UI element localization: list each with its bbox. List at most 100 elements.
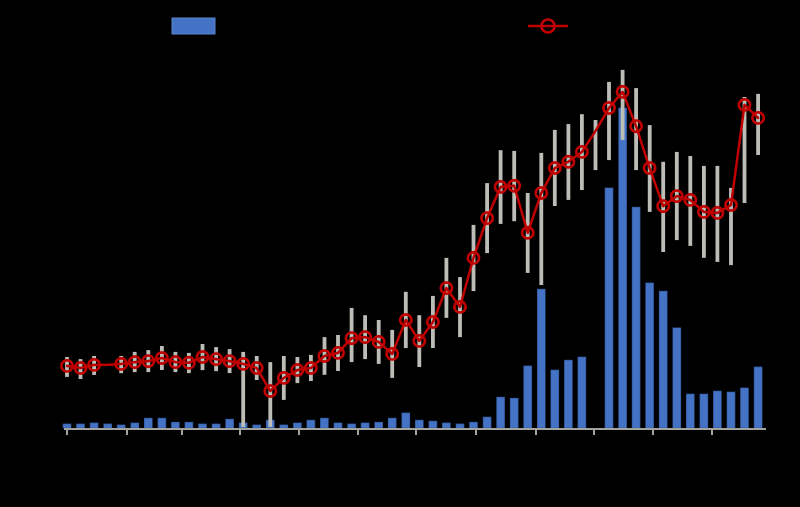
line-marker (236, 356, 251, 371)
bar (455, 423, 465, 429)
line-marker (358, 330, 372, 344)
error-bar (742, 97, 747, 203)
line-marker (629, 119, 643, 134)
line-marker (439, 281, 454, 295)
bar (726, 391, 736, 429)
line-marker (398, 313, 413, 327)
line-marker (290, 363, 305, 377)
bar (699, 393, 709, 429)
bar (347, 423, 356, 429)
line-marker (344, 331, 359, 345)
line-marker (453, 299, 467, 314)
line-marker (87, 357, 101, 372)
bar (293, 422, 302, 429)
bar (198, 423, 207, 429)
line-marker (303, 361, 318, 375)
bar (523, 365, 533, 429)
error-bar (620, 69, 625, 140)
bar (753, 366, 763, 429)
bar (211, 423, 221, 429)
line-marker (669, 189, 684, 203)
bar (658, 290, 668, 429)
line-marker (602, 101, 616, 115)
bar (536, 288, 546, 429)
line-marker (114, 356, 129, 371)
error-bar (539, 152, 544, 285)
bar (374, 421, 384, 429)
bar (564, 359, 573, 429)
bar (618, 107, 627, 429)
line-marker (507, 178, 522, 193)
line-marker (276, 370, 291, 385)
line-marker (737, 98, 752, 112)
line-marker (195, 350, 210, 364)
bar (144, 417, 153, 429)
bar (184, 421, 194, 429)
line-marker (141, 354, 156, 368)
bar (171, 421, 180, 429)
legend-bar-swatch (171, 17, 216, 35)
bar (76, 423, 85, 429)
bar (116, 424, 126, 429)
bar (89, 422, 99, 429)
line-marker (547, 161, 562, 175)
bar (442, 422, 451, 429)
bar (320, 417, 329, 429)
line-marker (127, 355, 142, 369)
bar (496, 396, 505, 429)
line-marker (209, 352, 223, 366)
line-marker (656, 199, 671, 213)
bar (685, 393, 695, 429)
bar (401, 412, 411, 429)
line-marker (154, 351, 169, 365)
line-marker (181, 355, 196, 370)
error-bar (349, 307, 354, 363)
line-marker (615, 85, 630, 99)
error-bar (607, 81, 611, 161)
line-marker (466, 250, 481, 265)
line-marker (249, 361, 264, 375)
line-marker (697, 204, 711, 219)
bar (62, 423, 72, 429)
bar (469, 421, 478, 429)
line-marker (222, 354, 237, 368)
bar (103, 423, 112, 429)
line-marker (493, 179, 508, 194)
bar (577, 356, 587, 429)
line-marker (331, 345, 345, 360)
line-marker (168, 355, 183, 369)
bar (713, 390, 722, 429)
line-marker (317, 349, 332, 363)
line-marker (751, 111, 765, 125)
error-bar (729, 187, 733, 266)
line-marker (263, 384, 278, 398)
bar (672, 327, 682, 429)
line-marker (683, 192, 698, 207)
line-marker (534, 186, 549, 200)
bar (509, 397, 519, 429)
bar (387, 417, 397, 429)
line-marker (520, 225, 535, 240)
bar (360, 422, 370, 429)
bar (279, 424, 289, 429)
legend-line-marker (540, 18, 556, 34)
line-marker (480, 211, 494, 225)
error-bar (241, 351, 246, 427)
error-bar (268, 362, 273, 427)
line-marker (575, 144, 589, 159)
bar (482, 416, 492, 429)
line-marker (412, 333, 427, 348)
bar (740, 387, 749, 429)
line-marker (425, 315, 440, 329)
line-marker (371, 334, 386, 349)
bar (428, 420, 438, 429)
bar (333, 422, 343, 429)
bar (252, 424, 261, 429)
bar (414, 419, 424, 429)
line-marker (561, 154, 576, 169)
line-marker (710, 205, 725, 220)
bar (157, 417, 167, 429)
